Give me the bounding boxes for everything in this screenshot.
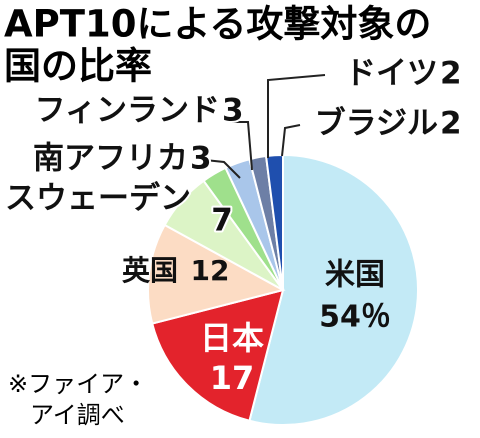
value-label: 54％ bbox=[319, 300, 391, 335]
value-label: 7 bbox=[211, 203, 233, 239]
value-label: 2 bbox=[440, 106, 462, 142]
leader-line bbox=[232, 121, 253, 171]
source-note: ※ファイア・ bbox=[8, 370, 148, 398]
slice-label: 英国 bbox=[122, 254, 178, 287]
value-label: 17 bbox=[210, 359, 255, 397]
pie bbox=[147, 153, 419, 426]
slice-label: 南アフリカ bbox=[33, 141, 188, 177]
slice-label: フィンランド bbox=[35, 93, 220, 129]
pie-slice bbox=[248, 153, 419, 426]
value-label: 3 bbox=[222, 93, 244, 129]
slice-label: ブラジル bbox=[315, 106, 438, 142]
value-label: 2 bbox=[440, 56, 462, 92]
leader-line bbox=[267, 74, 326, 158]
pie-slice bbox=[147, 223, 286, 325]
leader-lines bbox=[204, 74, 326, 179]
slice-label: 米国 bbox=[325, 258, 385, 293]
leader-line bbox=[281, 124, 301, 157]
slice-label: ドイツ bbox=[345, 56, 438, 92]
value-label: 12 bbox=[191, 254, 230, 287]
source-note: アイ調べ bbox=[30, 401, 125, 429]
chart-title: APT10による攻撃対象の bbox=[4, 3, 431, 46]
pie-slice bbox=[151, 288, 285, 422]
leader-line bbox=[204, 159, 241, 179]
slice-label: 日本 bbox=[200, 319, 264, 357]
chart-title: 国の比率 bbox=[4, 45, 152, 88]
value-label: 3 bbox=[190, 141, 212, 177]
slice-label: スウェーデン bbox=[5, 181, 191, 217]
